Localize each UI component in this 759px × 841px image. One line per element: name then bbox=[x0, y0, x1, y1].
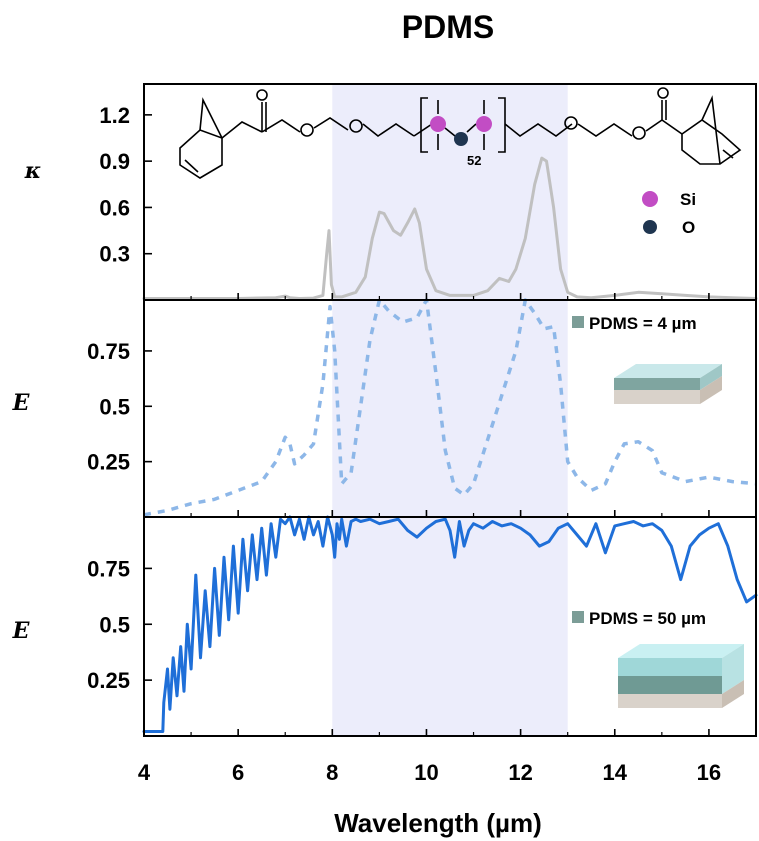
legend-4um: PDMS = 4 µm bbox=[572, 314, 722, 404]
legend-4um-marker bbox=[572, 316, 584, 328]
tick-layer: 1.2 0.9 0.6 0.3 0.75 0.5 0.25 0.75 0.5 0.25 4 6 8 10 1… bbox=[87, 103, 721, 785]
slab-film bbox=[614, 378, 700, 390]
legend-50um-label: PDMS = 50 µm bbox=[589, 609, 706, 628]
si-atom bbox=[476, 116, 492, 132]
x-tick-label: 14 bbox=[603, 760, 628, 785]
x-tick-label: 4 bbox=[138, 760, 151, 785]
x-tick-label: 8 bbox=[326, 760, 338, 785]
slab-substrate bbox=[614, 390, 700, 404]
y-tick-label: 0.75 bbox=[87, 339, 130, 364]
slab50-substrate-side bbox=[722, 680, 744, 708]
pdms-molecule-diagram bbox=[179, 87, 742, 179]
si-atom bbox=[430, 116, 446, 132]
si-legend-label: Si bbox=[680, 190, 696, 209]
x-tick-label: 16 bbox=[697, 760, 721, 785]
highlight-band bbox=[332, 84, 568, 736]
highlight-band-group bbox=[332, 84, 568, 736]
y-tick-label: 0.5 bbox=[99, 394, 130, 419]
series-layer bbox=[142, 156, 758, 733]
legend-50um-marker bbox=[572, 611, 584, 623]
slab50-film-side bbox=[722, 644, 744, 694]
y-tick-label: 0.25 bbox=[87, 668, 130, 693]
repeat-subscript: 52 bbox=[467, 153, 481, 168]
slab-top bbox=[614, 364, 722, 378]
panel3-ylabel: E bbox=[12, 618, 31, 644]
slab-film-side bbox=[700, 364, 722, 390]
series-line bbox=[142, 515, 758, 733]
y-tick-label: 0.6 bbox=[99, 195, 130, 220]
slab50-top bbox=[618, 644, 744, 658]
y-tick-label: 1.2 bbox=[99, 103, 130, 128]
x-tick-label: 12 bbox=[508, 760, 532, 785]
si-legend-marker bbox=[642, 191, 658, 207]
molecule-atoms: 52 bbox=[430, 116, 492, 168]
series-line bbox=[143, 298, 757, 517]
o-legend-label: O bbox=[682, 218, 695, 237]
series-line bbox=[142, 156, 758, 300]
y-tick-label: 0.3 bbox=[99, 242, 130, 267]
x-axis-label: Wavelength (µm) bbox=[334, 808, 542, 838]
legend-50um: PDMS = 50 µm bbox=[572, 609, 744, 708]
panel-frame bbox=[143, 516, 757, 737]
y-tick-label: 0.25 bbox=[87, 450, 130, 475]
o-legend-marker bbox=[643, 220, 657, 234]
chart-title: PDMS bbox=[402, 9, 494, 45]
y-tick-label: 0.75 bbox=[87, 556, 130, 581]
y-tick-label: 0.5 bbox=[99, 612, 130, 637]
o-atom bbox=[454, 132, 468, 146]
slab50-substrate bbox=[618, 694, 722, 708]
slab-substrate-side bbox=[700, 376, 722, 404]
x-tick-label: 10 bbox=[414, 760, 438, 785]
legend-4um-label: PDMS = 4 µm bbox=[589, 314, 697, 333]
panel1-ylabel: κ bbox=[24, 158, 42, 184]
slab50-inner bbox=[618, 676, 722, 694]
y-tick-label: 0.9 bbox=[99, 149, 130, 174]
panel-frames bbox=[143, 83, 757, 737]
atom-legend: Si O bbox=[642, 190, 696, 237]
panel2-ylabel: E bbox=[12, 390, 31, 416]
x-tick-label: 6 bbox=[232, 760, 244, 785]
